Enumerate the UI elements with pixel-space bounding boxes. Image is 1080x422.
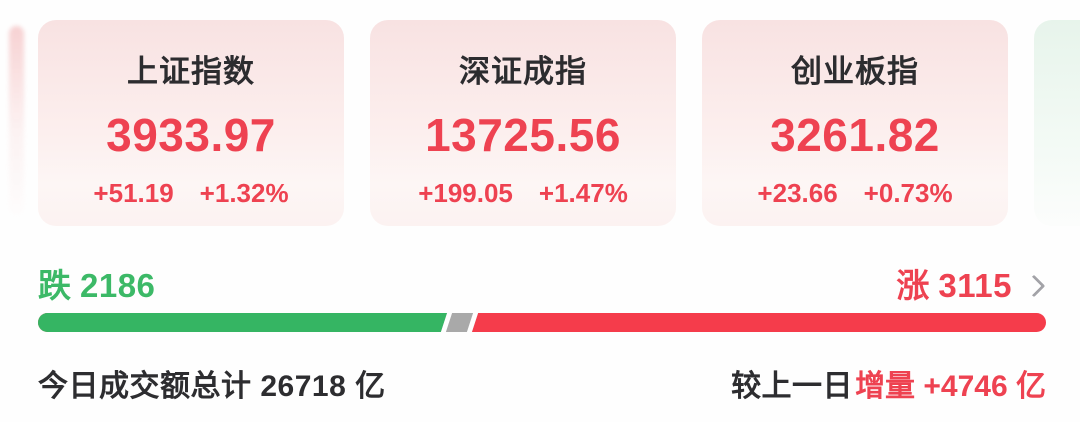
- turnover-compare-prefix: 较上一日: [731, 370, 854, 403]
- index-change: +199.05: [418, 178, 513, 208]
- advance-decline-bar[interactable]: [38, 313, 1046, 332]
- advancers-word: 涨: [896, 267, 930, 304]
- next-card-partial[interactable]: [1034, 20, 1080, 226]
- index-cards-row: 上证指数 3933.97 +51.19 +1.32% 深证成指 13725.56…: [38, 20, 1080, 226]
- index-change: +51.19: [93, 178, 174, 208]
- index-value: 13725.56: [425, 109, 621, 161]
- chevron-right-icon[interactable]: [1022, 274, 1046, 298]
- index-value: 3933.97: [106, 109, 276, 161]
- bar-unchanged-segment: [440, 313, 479, 332]
- bar-decliners-segment: [38, 313, 457, 332]
- index-card-shanghai[interactable]: 上证指数 3933.97 +51.19 +1.32%: [38, 20, 344, 226]
- index-change-row: +199.05 +1.47%: [370, 179, 676, 207]
- index-card-chinext[interactable]: 创业板指 3261.82 +23.66 +0.73%: [702, 20, 1008, 226]
- index-change-pct: +0.73%: [863, 178, 953, 208]
- index-change: +23.66: [757, 178, 838, 208]
- turnover-row: 今日成交额总计 26718 亿 较上一日增量 +4746 亿: [38, 368, 1046, 406]
- index-change-row: +51.19 +1.32%: [38, 179, 344, 207]
- breadth-labels-row: 跌 2186 涨 3115: [38, 268, 1046, 304]
- index-change-pct: +1.32%: [199, 178, 289, 208]
- index-card-shenzhen[interactable]: 深证成指 13725.56 +199.05 +1.47%: [370, 20, 676, 226]
- index-name: 上证指数: [127, 54, 255, 89]
- decliners-count: 2186: [80, 267, 156, 304]
- turnover-compare-group: 较上一日增量 +4746 亿: [731, 368, 1046, 406]
- index-change-row: +23.66 +0.73%: [702, 179, 1008, 207]
- index-name: 创业板指: [791, 54, 919, 89]
- decliners-label: 跌 2186: [38, 268, 155, 304]
- decliners-word: 跌: [38, 267, 71, 304]
- advancers-label[interactable]: 涨 3115: [896, 268, 1046, 304]
- index-change-pct: +1.47%: [538, 178, 628, 208]
- turnover-today-text: 今日成交额总计 26718 亿: [38, 370, 386, 403]
- advancers-count: 3115: [938, 267, 1012, 304]
- index-name: 深证成指: [459, 54, 587, 89]
- prev-card-edge: [9, 26, 24, 216]
- turnover-compare-highlight: 增量 +4746 亿: [855, 370, 1046, 403]
- index-value: 3261.82: [770, 109, 940, 161]
